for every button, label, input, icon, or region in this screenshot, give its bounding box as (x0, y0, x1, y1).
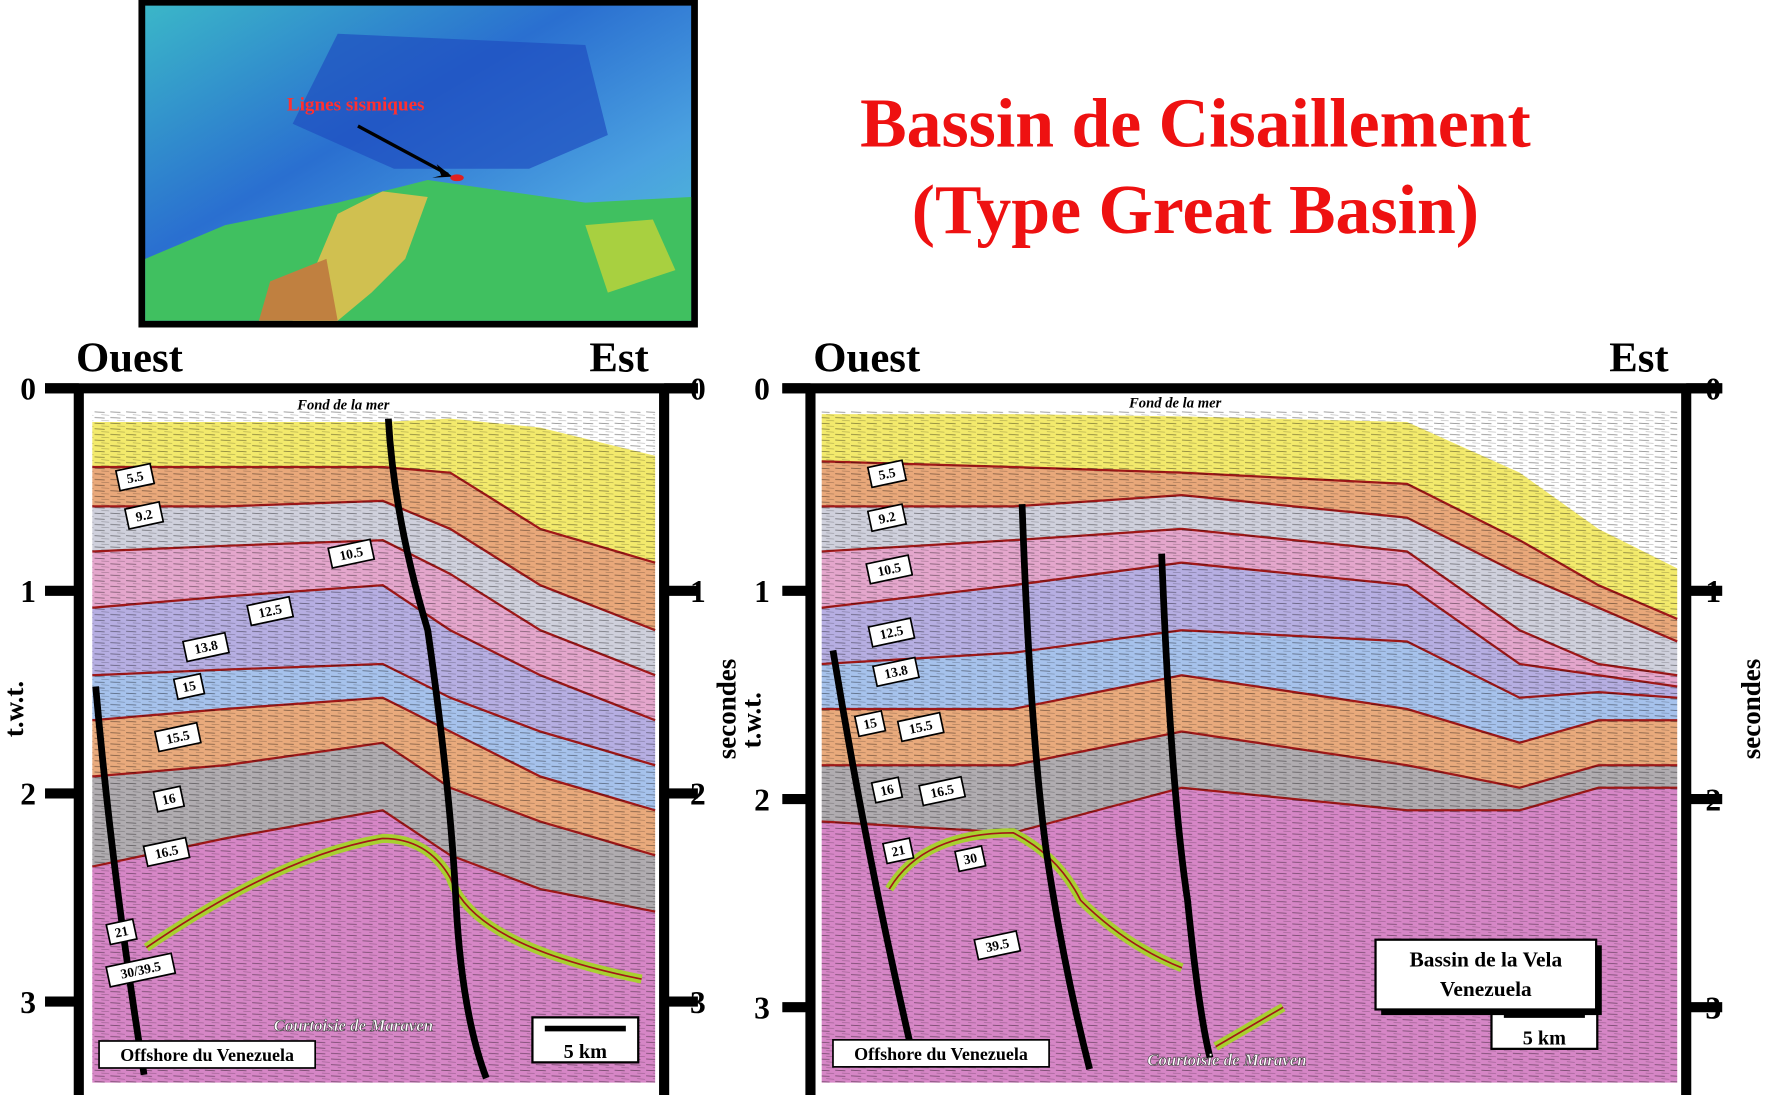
scale-label: 5 km (564, 1041, 607, 1063)
scale-label: 5 km (1523, 1027, 1566, 1049)
horizon-label-box (152, 785, 186, 813)
tick-label: 1 (754, 574, 770, 609)
horizon-label: 13.8 (883, 662, 909, 682)
horizon-label: 15.5 (908, 717, 934, 737)
tick-label: 3 (1705, 990, 1721, 1025)
green-horizon-edge (145, 837, 642, 980)
seismic-panel: 0 0 1 1 2 2 3 3 Ouest Est t.w.t. secondes Fond de la… (0, 334, 742, 1095)
horizon-label: 15 (181, 678, 198, 696)
east-label: Est (589, 334, 649, 381)
horizon-label: 12.5 (257, 601, 283, 621)
scale-box (531, 1016, 640, 1064)
axis-title: secondes (712, 659, 742, 759)
tick-label: 2 (754, 782, 770, 817)
horizon-label: 10.5 (876, 560, 902, 580)
horizon-label-box (881, 837, 915, 865)
basin-label: Bassin de la Vela (1410, 948, 1563, 972)
horizon-label: 5.5 (877, 465, 897, 483)
horizon-label-box (866, 503, 908, 533)
horizon-label-box (105, 918, 138, 946)
location-box (98, 1040, 317, 1069)
horizon-label: 12.5 (878, 623, 904, 643)
horizon-label: 21 (890, 842, 907, 860)
horizon-label: 39.5 (984, 935, 1010, 955)
horizon-label: 30 (962, 850, 979, 868)
fault (1158, 553, 1214, 1059)
horizon-label-box (172, 672, 206, 701)
credit-label: Courtoisie de Maraven (1147, 1051, 1306, 1070)
fault (92, 686, 148, 1076)
horizon-label-box (142, 836, 191, 868)
horizon-label-box (123, 500, 165, 530)
west-label: Ouest (813, 334, 921, 381)
horizon-label-box (181, 631, 231, 663)
horizon-label-box (153, 721, 202, 753)
map-label: Lignes sismiques (287, 94, 425, 115)
horizon-label-box (867, 617, 916, 648)
horizon-label: 16.5 (929, 781, 955, 801)
tick-label: 0 (690, 372, 706, 407)
horizon-label: 5.5 (125, 468, 145, 486)
title: (Type Great Basin) (912, 172, 1479, 249)
axis-title: t.w.t. (0, 681, 29, 737)
horizon-label: 16 (161, 790, 178, 808)
credit-label: Courtoisie de Maraven (274, 1016, 433, 1035)
horizon-label-box (866, 459, 908, 489)
tick-label: 2 (690, 777, 706, 812)
horizon-label-box (870, 776, 904, 804)
axis-title: secondes (1736, 659, 1765, 759)
tick-label: 3 (690, 985, 706, 1020)
horizon-label-box (871, 656, 921, 688)
horizon-label-box (865, 554, 914, 585)
horizon-label-box (918, 775, 967, 807)
tick-label: 2 (20, 777, 36, 812)
seafloor-label: Fond de la mer (1128, 395, 1222, 411)
axis-title: t.w.t. (736, 692, 766, 748)
horizon-label: 9.2 (134, 506, 154, 524)
tick-label: 0 (20, 372, 36, 407)
horizon-label-box (246, 595, 295, 627)
tick-label: 3 (20, 985, 36, 1020)
tick-label: 2 (1705, 782, 1721, 817)
location-box (832, 1039, 1050, 1068)
horizon-label: 13.8 (193, 637, 219, 657)
seafloor-label: Fond de la mer (296, 398, 390, 414)
location-map: Lignes sismiques (138, 0, 698, 328)
tick-label: 1 (1705, 574, 1721, 609)
fault (829, 649, 913, 1042)
tick-label: 0 (1705, 372, 1721, 407)
horizon-label-box (114, 462, 156, 492)
horizon-label-box (896, 711, 945, 743)
horizon-label: 21 (113, 923, 130, 941)
fault (1018, 504, 1093, 1070)
west-label: Ouest (76, 334, 184, 381)
tick-label: 3 (754, 990, 770, 1025)
horizon-label-box (105, 952, 177, 988)
tick-label: 1 (20, 574, 36, 609)
title: Bassin de Cisaillement (860, 85, 1531, 162)
tick-label: 0 (754, 372, 770, 407)
horizon-label: 16 (879, 781, 896, 799)
fault (384, 418, 490, 1080)
horizon-label: 16.5 (153, 842, 179, 862)
basin-label: Venezuela (1440, 977, 1532, 1001)
horizon-label-box (853, 709, 887, 738)
horizon-label-box (327, 538, 376, 570)
horizon-label-box (973, 929, 1022, 961)
location-label: Offshore du Venezuela (120, 1045, 294, 1065)
horizon-label: 15 (862, 715, 879, 733)
basin-box (1374, 938, 1598, 1011)
horizon-label: 15.5 (165, 727, 191, 747)
seismic-panel: 0 0 1 1 2 2 3 3 Ouest Est t.w.t. secondes Fond de la… (736, 334, 1765, 1095)
horizon-label-box (953, 844, 987, 873)
east-label: Est (1609, 334, 1669, 381)
location-label: Offshore du Venezuela (854, 1044, 1028, 1064)
seismic-texture (92, 410, 656, 1083)
tick-label: 1 (690, 574, 706, 609)
horizon-label: 9.2 (877, 509, 897, 527)
horizon-label: 10.5 (338, 544, 364, 564)
